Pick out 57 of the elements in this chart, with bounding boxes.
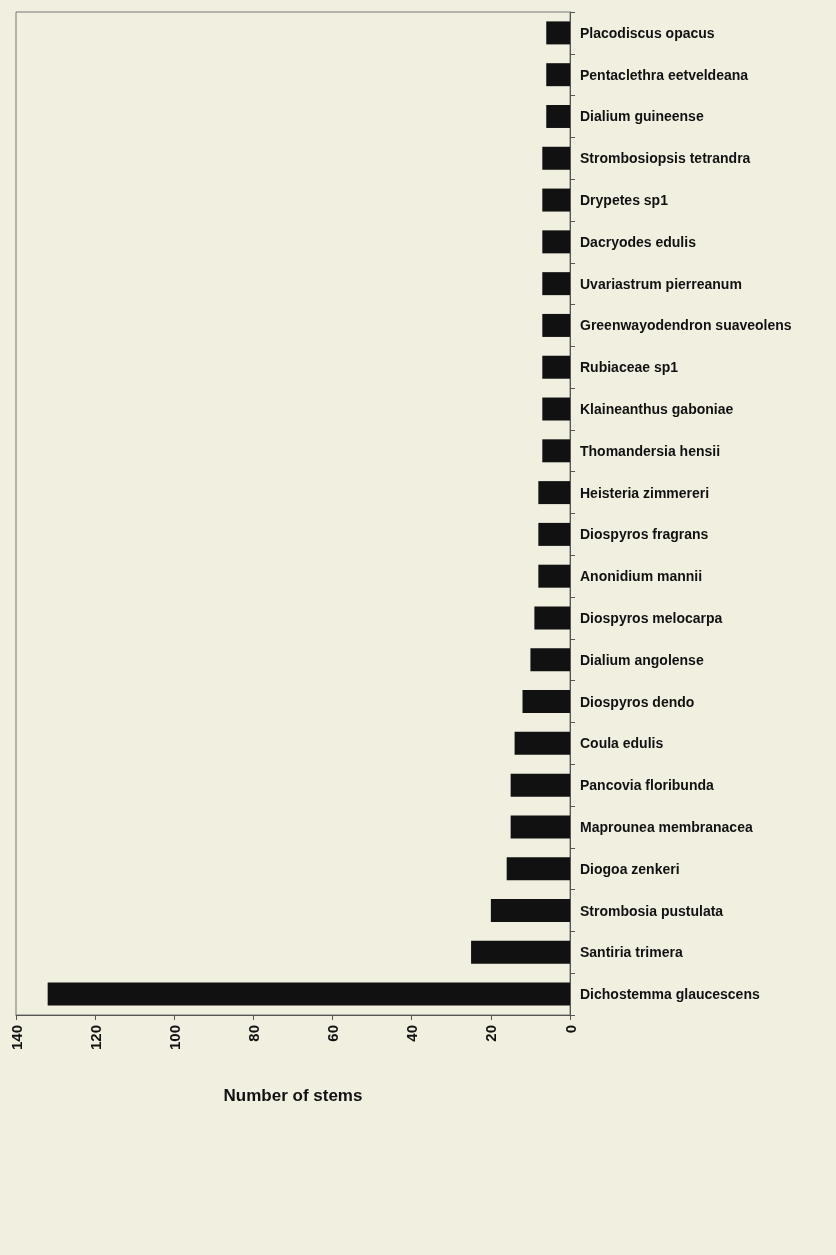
x-tick-label: 120	[86, 1025, 104, 1051]
x-tick-label: 100	[165, 1025, 183, 1051]
y-tick-label: Anonidium mannii	[580, 568, 703, 585]
y-tick-label: Maprounea membranacea	[580, 818, 753, 835]
bar	[542, 188, 570, 212]
y-tick-label: Diogoa zenkeri	[580, 860, 680, 877]
y-tick-label: Placodiscus opacus	[580, 24, 715, 41]
bar	[471, 940, 570, 964]
bar	[542, 230, 570, 254]
y-tick-label: Pentaclethra eetveldeana	[580, 66, 749, 83]
y-tick-label: Diospyros dendo	[580, 693, 695, 710]
y-tick-label: Heisteria zimmereri	[580, 484, 710, 501]
y-tick-label: Strombosiopsis tetrandra	[580, 150, 751, 167]
bar	[538, 481, 570, 505]
y-tick-label: Diospyros melocarpa	[580, 609, 723, 626]
y-tick-label: Dialium guineense	[580, 108, 704, 125]
bar	[514, 731, 570, 755]
y-tick-label: Uvariastrum pierreanum	[580, 275, 742, 292]
y-tick-label: Dacryodes edulis	[580, 233, 697, 250]
bar	[534, 606, 570, 630]
bar	[542, 439, 570, 463]
bar	[542, 272, 570, 296]
x-tick-label: 140	[7, 1025, 25, 1051]
bar	[546, 21, 570, 45]
x-tick-label: 80	[244, 1025, 262, 1042]
bar	[522, 690, 570, 714]
x-tick-label: 0	[561, 1025, 579, 1034]
bar	[47, 982, 570, 1006]
bar	[542, 397, 570, 421]
y-tick-label: Rubiaceae sp1	[580, 359, 679, 376]
bar	[538, 564, 570, 588]
x-tick-label: 20	[482, 1025, 500, 1042]
bar	[510, 773, 570, 797]
y-tick-label: Thomandersia hensii	[580, 442, 721, 459]
y-tick-label: Diospyros fragrans	[580, 526, 709, 543]
y-tick-label: Strombosia pustulata	[580, 902, 724, 919]
y-tick-label: Dichostemma glaucescens	[580, 986, 760, 1003]
bar	[542, 313, 570, 337]
bar	[538, 522, 570, 546]
x-tick-label: 40	[403, 1025, 421, 1042]
bar	[510, 815, 570, 839]
y-tick-label: Pancovia floribunda	[580, 777, 715, 794]
y-tick-label: Klaineanthus gaboniae	[580, 401, 734, 418]
bar	[546, 104, 570, 128]
bar	[546, 63, 570, 87]
y-tick-label: Greenwayodendron suaveolens	[580, 317, 792, 334]
bar	[490, 899, 570, 923]
y-tick-label: Coula edulis	[580, 735, 664, 752]
x-tick-label: 60	[324, 1025, 342, 1042]
y-tick-label: Drypetes sp1	[580, 192, 669, 209]
y-tick-label: Santiria trimera	[580, 944, 683, 961]
bar	[542, 355, 570, 379]
x-axis-title: Number of stems	[223, 1086, 363, 1105]
bar	[506, 857, 570, 881]
y-tick-label: Dialium angolense	[580, 651, 704, 668]
bar	[530, 648, 570, 672]
bar	[542, 146, 570, 170]
